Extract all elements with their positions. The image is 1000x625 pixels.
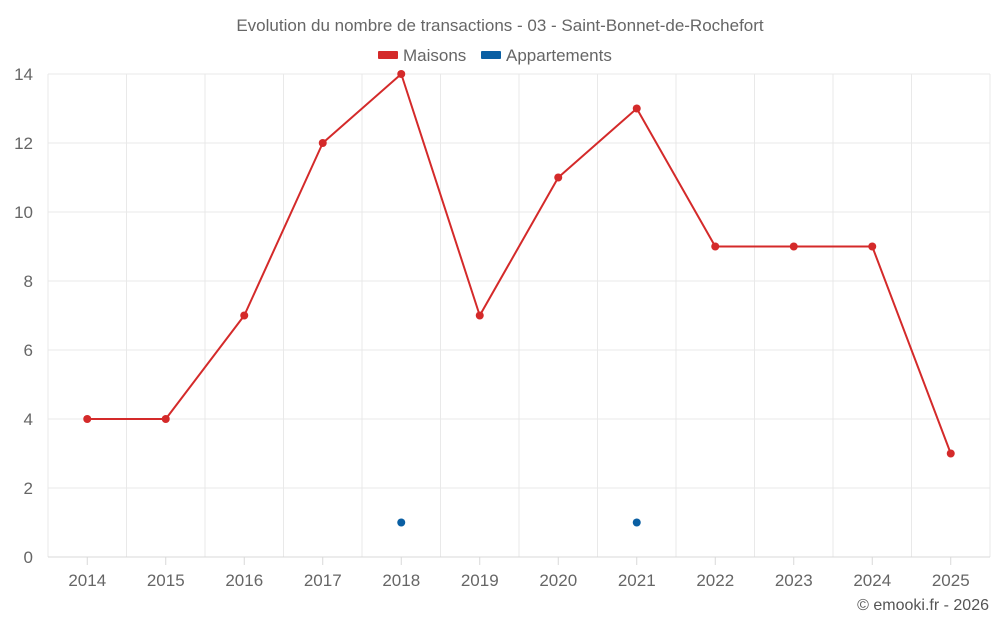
tick-labels: 0 2 4 6 8 10 12 14 2014 2015 2016 2017 2018 2019 2020 2… [14, 65, 970, 590]
data-point-maisons[interactable] [946, 449, 955, 458]
y-tick-label: 12 [14, 134, 33, 153]
data-point-maisons[interactable] [711, 242, 720, 251]
x-tick-label: 2016 [225, 571, 263, 590]
chart-title: Evolution du nombre de transactions - 03… [236, 16, 764, 35]
legend: Maisons Appartements [378, 46, 612, 65]
data-point-maisons[interactable] [161, 415, 170, 423]
data-point-maisons[interactable] [475, 311, 484, 320]
grid [47, 73, 991, 558]
y-tick-label: 6 [24, 341, 33, 360]
legend-label-appartements: Appartements [506, 46, 612, 65]
data-point-maisons[interactable] [83, 415, 92, 423]
x-tick-label: 2015 [147, 571, 185, 590]
series-line-maisons [87, 73, 952, 454]
y-tick-label: 8 [24, 272, 33, 291]
credit-text: © emooki.fr - 2026 [857, 597, 989, 614]
axes [48, 556, 990, 565]
legend-swatch-appartements [481, 51, 501, 59]
data-point-maisons[interactable] [554, 173, 563, 182]
data-point-appartements[interactable] [632, 518, 641, 527]
legend-swatch-maisons [378, 51, 398, 59]
x-tick-label: 2020 [539, 571, 577, 590]
legend-item-maisons[interactable]: Maisons [378, 46, 466, 65]
y-tick-label: 4 [24, 410, 33, 429]
data-point-maisons[interactable] [318, 139, 327, 147]
y-tick-label: 10 [14, 203, 33, 222]
series [83, 70, 955, 527]
x-tick-label: 2017 [304, 571, 342, 590]
x-tick-label: 2025 [932, 571, 970, 590]
series-appartements [397, 518, 641, 527]
data-point-maisons[interactable] [397, 70, 406, 78]
x-tick-label: 2018 [382, 571, 420, 590]
x-tick-label: 2014 [68, 571, 106, 590]
legend-label-maisons: Maisons [403, 46, 466, 65]
data-point-maisons[interactable] [868, 242, 877, 251]
y-tick-label: 2 [24, 479, 33, 498]
data-point-appartements[interactable] [397, 518, 406, 527]
y-tick-label: 0 [24, 548, 33, 567]
series-maisons [83, 70, 955, 458]
data-point-maisons[interactable] [632, 104, 641, 113]
data-point-maisons[interactable] [240, 311, 249, 320]
x-tick-label: 2022 [696, 571, 734, 590]
legend-item-appartements[interactable]: Appartements [481, 46, 612, 65]
data-point-maisons[interactable] [789, 242, 798, 251]
x-tick-label: 2019 [461, 571, 499, 590]
x-tick-label: 2021 [618, 571, 656, 590]
x-tick-label: 2023 [775, 571, 813, 590]
y-tick-label: 14 [14, 65, 33, 84]
x-tick-label: 2024 [853, 571, 891, 590]
